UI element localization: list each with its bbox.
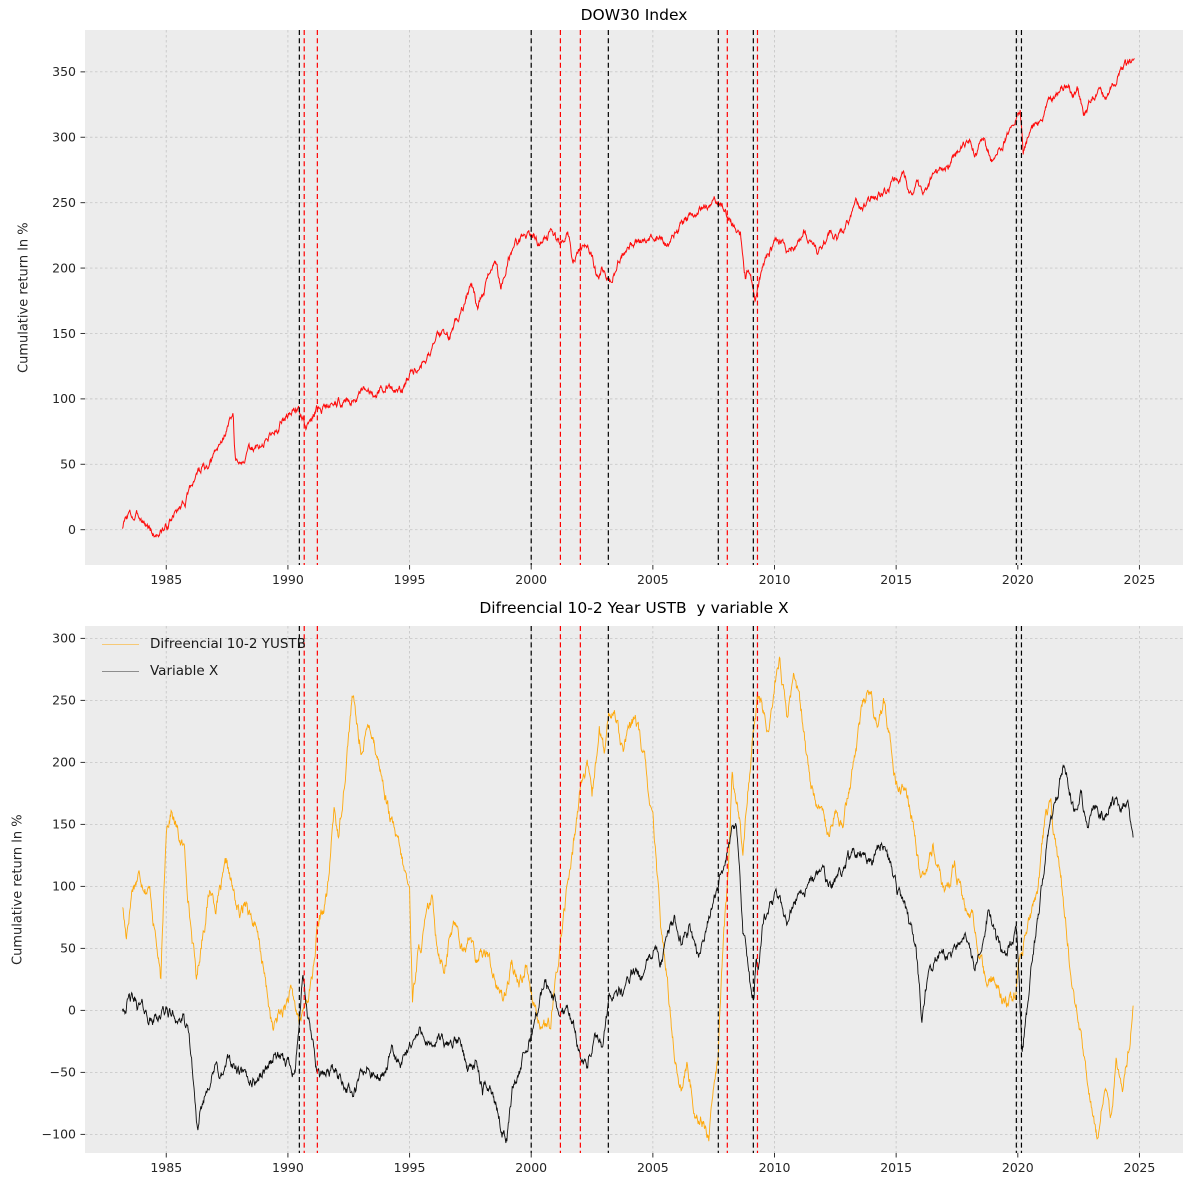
axis-ticks xyxy=(80,71,1140,570)
x-tick-label: 2005 xyxy=(637,1160,669,1175)
plot-background xyxy=(85,626,1183,1153)
differential-chart-title: Difreencial 10-2 Year USTB y variable X xyxy=(479,599,789,617)
y-tick-label: 200 xyxy=(52,260,76,275)
legend: Difreencial 10-2 YUSTB Variable X xyxy=(102,633,306,682)
x-tick-label: 1985 xyxy=(150,572,182,587)
grid xyxy=(85,626,1183,1153)
variable-x-line-swatch xyxy=(102,670,139,672)
x-tick-label: 2010 xyxy=(759,1160,791,1175)
legend-item-variable-x: Variable X xyxy=(102,660,306,682)
x-tick-label: 1985 xyxy=(150,1160,182,1175)
event-vlines-red xyxy=(303,30,759,565)
y-tick-label: 300 xyxy=(52,631,76,646)
axis-tick-labels: 1985 1990 1995 2000 2005 2010 2015 2020 2025 0 50 1… xyxy=(52,64,1155,587)
x-tick-label: 2015 xyxy=(880,1160,912,1175)
x-tick-label: 2000 xyxy=(515,1160,547,1175)
x-tick-label: 2010 xyxy=(759,572,791,587)
y-tick-label: 100 xyxy=(52,391,76,406)
x-tick-label: 2025 xyxy=(1124,572,1156,587)
legend-label-variable-x: Variable X xyxy=(150,663,219,679)
y-tick-label: 150 xyxy=(52,817,76,832)
differential-y-axis-label: Cumulative return ln % xyxy=(10,814,26,965)
x-tick-label: 1990 xyxy=(272,572,304,587)
x-tick-label: 2015 xyxy=(880,572,912,587)
y-tick-label: 150 xyxy=(52,326,76,341)
plot-background xyxy=(85,30,1183,565)
y-tick-label: 100 xyxy=(52,879,76,894)
y-tick-label: −50 xyxy=(50,1065,76,1080)
event-vlines-black xyxy=(298,30,1023,565)
series-line-difreencial-10-2-yustb xyxy=(122,656,1134,1142)
y-tick-label: −100 xyxy=(42,1127,76,1142)
x-tick-label: 2000 xyxy=(515,572,547,587)
y-tick-label: 0 xyxy=(68,522,76,537)
diferencial-line-swatch xyxy=(102,643,139,645)
y-tick-label: 50 xyxy=(60,457,76,472)
grid xyxy=(85,30,1183,565)
dow30-y-axis-label: Cumulative return ln % xyxy=(16,222,32,373)
axis-ticks xyxy=(80,637,1140,1158)
y-tick-label: 200 xyxy=(52,755,76,770)
x-tick-label: 2020 xyxy=(1002,1160,1034,1175)
legend-label-diferencial: Difreencial 10-2 YUSTB xyxy=(150,636,306,652)
x-tick-label: 2020 xyxy=(1002,572,1034,587)
x-tick-label: 1990 xyxy=(272,1160,304,1175)
y-tick-label: 50 xyxy=(60,941,76,956)
legend-item-diferencial: Difreencial 10-2 YUSTB xyxy=(102,633,306,655)
y-tick-label: 0 xyxy=(68,1003,76,1018)
x-tick-label: 1995 xyxy=(394,572,426,587)
series-line-dow30 xyxy=(122,58,1135,538)
x-tick-label: 2025 xyxy=(1124,1160,1156,1175)
axis-tick-labels: 1985 1990 1995 2000 2005 2010 2015 2020 2025−100… xyxy=(42,631,1156,1175)
y-tick-label: 350 xyxy=(52,64,76,79)
series-line-variable-x xyxy=(122,764,1134,1144)
event-vlines-black xyxy=(298,626,1023,1153)
y-tick-label: 300 xyxy=(52,130,76,145)
dow30-chart-title: DOW30 Index xyxy=(580,6,688,24)
x-tick-label: 2005 xyxy=(637,572,669,587)
y-tick-label: 250 xyxy=(52,693,76,708)
x-tick-label: 1995 xyxy=(394,1160,426,1175)
event-vlines-red xyxy=(303,626,759,1153)
y-tick-label: 250 xyxy=(52,195,76,210)
